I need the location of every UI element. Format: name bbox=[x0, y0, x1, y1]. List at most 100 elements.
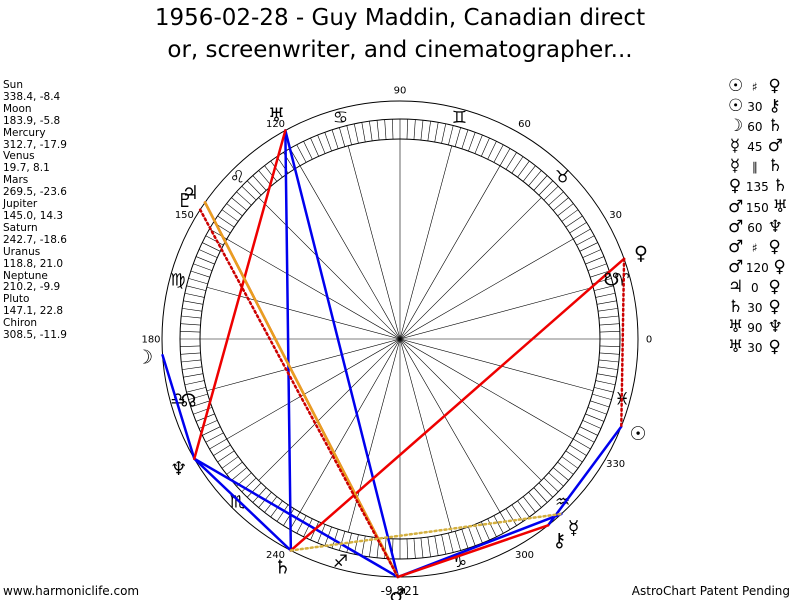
degree-tick bbox=[324, 132, 332, 152]
degree-tick bbox=[361, 535, 366, 556]
degree-tick bbox=[573, 228, 591, 240]
aspect-row: ☉ ♯ ♀ bbox=[728, 76, 787, 97]
degree-tick bbox=[217, 450, 235, 463]
degree-tick bbox=[481, 137, 490, 157]
aspect-type: 0 bbox=[751, 280, 759, 295]
degree-label: 180 bbox=[141, 335, 160, 346]
degree-tick bbox=[511, 156, 524, 174]
degree-tick bbox=[369, 121, 373, 141]
degree-tick bbox=[474, 524, 483, 544]
planet-coords-moon: 183.9, -5.8 bbox=[3, 114, 61, 127]
planet-name-neptune: Neptune bbox=[3, 269, 48, 282]
degree-label: 150 bbox=[175, 210, 194, 221]
degree-tick bbox=[595, 292, 616, 298]
planet-coords-neptune: 210.2, -9.9 bbox=[3, 281, 61, 294]
lunar-node-icon: ☊ bbox=[181, 391, 197, 412]
planet-coords-mars: 269.5, -23.6 bbox=[3, 186, 67, 199]
aspect-line bbox=[289, 257, 626, 552]
aspect-row: ♅ 90 ♆ bbox=[728, 318, 787, 338]
degree-tick bbox=[246, 482, 262, 498]
degree-tick bbox=[599, 345, 620, 347]
degree-tick bbox=[181, 315, 202, 319]
planet-glyph-icon: ♀ bbox=[634, 243, 648, 265]
degree-tick bbox=[188, 393, 208, 400]
degree-tick bbox=[276, 504, 289, 522]
planet-coords-pluto: 147.1, 22.8 bbox=[3, 305, 64, 318]
degree-tick bbox=[184, 292, 205, 298]
aspect-type: ♯ bbox=[751, 80, 758, 94]
planet-glyph-icon: ☉ bbox=[629, 423, 646, 445]
aspect-type: 30 bbox=[747, 341, 763, 356]
planet-coords-sun: 338.4, -8.4 bbox=[3, 90, 61, 103]
planet-name-saturn: Saturn bbox=[3, 221, 38, 234]
degree-tick bbox=[569, 222, 587, 234]
aspect-type: 120 bbox=[745, 260, 769, 275]
degree-tick bbox=[361, 122, 366, 143]
degree-tick bbox=[582, 249, 602, 258]
aspect-planet-2: ♀ bbox=[768, 236, 781, 257]
degree-tick bbox=[441, 123, 447, 144]
planet-name-sun: Sun bbox=[3, 79, 23, 91]
planet-coords-mercury: 312.7, -17.9 bbox=[3, 138, 67, 151]
zodiac-sign-icon: ♋ bbox=[333, 108, 348, 128]
degree-label: 30 bbox=[609, 210, 622, 221]
degree-tick bbox=[454, 127, 461, 147]
aspect-type: 30 bbox=[747, 100, 763, 115]
degree-tick bbox=[317, 134, 326, 154]
planet-glyph-icon: ♂ bbox=[389, 585, 406, 600]
planet-name-mercury: Mercury bbox=[3, 126, 46, 139]
planet-glyph-icon: ♇ bbox=[177, 190, 194, 212]
degree-tick bbox=[226, 203, 243, 217]
aspect-row: ☿ 45 ♂ bbox=[728, 137, 787, 157]
aspect-planet-1: ♀ bbox=[728, 176, 742, 197]
aspect-planet-2: ♀ bbox=[768, 276, 781, 297]
aspect-line bbox=[193, 129, 287, 460]
degree-tick bbox=[231, 467, 247, 481]
aspect-type: 150 bbox=[745, 200, 769, 215]
degree-tick bbox=[557, 203, 574, 217]
degree-tick bbox=[376, 120, 380, 141]
planet-name-venus: Venus bbox=[3, 150, 35, 163]
title-line-2: or, screenwriter, and cinematographer... bbox=[167, 37, 633, 63]
planet-glyph-icon: ☿ bbox=[568, 517, 580, 539]
planet-glyph-icon: ⚷ bbox=[552, 529, 566, 551]
degree-tick bbox=[468, 526, 476, 546]
aspect-type: ♯ bbox=[751, 240, 758, 255]
degree-label: 90 bbox=[394, 86, 407, 97]
degree-tick bbox=[339, 127, 346, 147]
degree-tick bbox=[548, 191, 564, 206]
degree-tick bbox=[579, 242, 598, 252]
degree-tick bbox=[461, 529, 469, 549]
aspect-planet-1: ♅ bbox=[728, 337, 744, 358]
degree-tick bbox=[413, 538, 416, 559]
degree-tick bbox=[258, 170, 272, 186]
aspect-planet-1: ♂ bbox=[728, 216, 744, 237]
degree-tick bbox=[533, 175, 548, 191]
degree-tick bbox=[221, 209, 239, 222]
planet-name-moon: Moon bbox=[3, 102, 32, 115]
aspect-line bbox=[198, 208, 400, 579]
aspect-line bbox=[284, 129, 293, 552]
bottom-degree-label: -9.821 bbox=[381, 584, 420, 598]
aspect-planet-1: ☉ bbox=[728, 76, 744, 96]
aspect-planet-2: ⚷ bbox=[768, 96, 781, 117]
degree-tick bbox=[598, 315, 619, 319]
degree-tick bbox=[528, 170, 542, 186]
degree-label: 330 bbox=[606, 459, 625, 470]
aspect-planet-2: ♆ bbox=[767, 317, 783, 338]
aspect-type: 60 bbox=[747, 220, 763, 235]
degree-tick bbox=[434, 122, 439, 143]
degree-tick bbox=[413, 119, 416, 140]
aspect-row: ☉ 30 ⚷ bbox=[728, 96, 787, 117]
degree-tick bbox=[493, 515, 504, 534]
degree-tick bbox=[296, 144, 307, 163]
degree-tick bbox=[517, 500, 530, 518]
degree-tick bbox=[499, 148, 511, 166]
planet-name-jupiter: Jupiter bbox=[3, 198, 38, 211]
patent-notice: AstroChart Patent Pending bbox=[631, 584, 790, 598]
aspect-planet-2: ♀ bbox=[768, 337, 781, 358]
aspect-type: 135 bbox=[745, 180, 769, 195]
degree-tick bbox=[202, 426, 221, 436]
aspect-line bbox=[161, 353, 196, 460]
